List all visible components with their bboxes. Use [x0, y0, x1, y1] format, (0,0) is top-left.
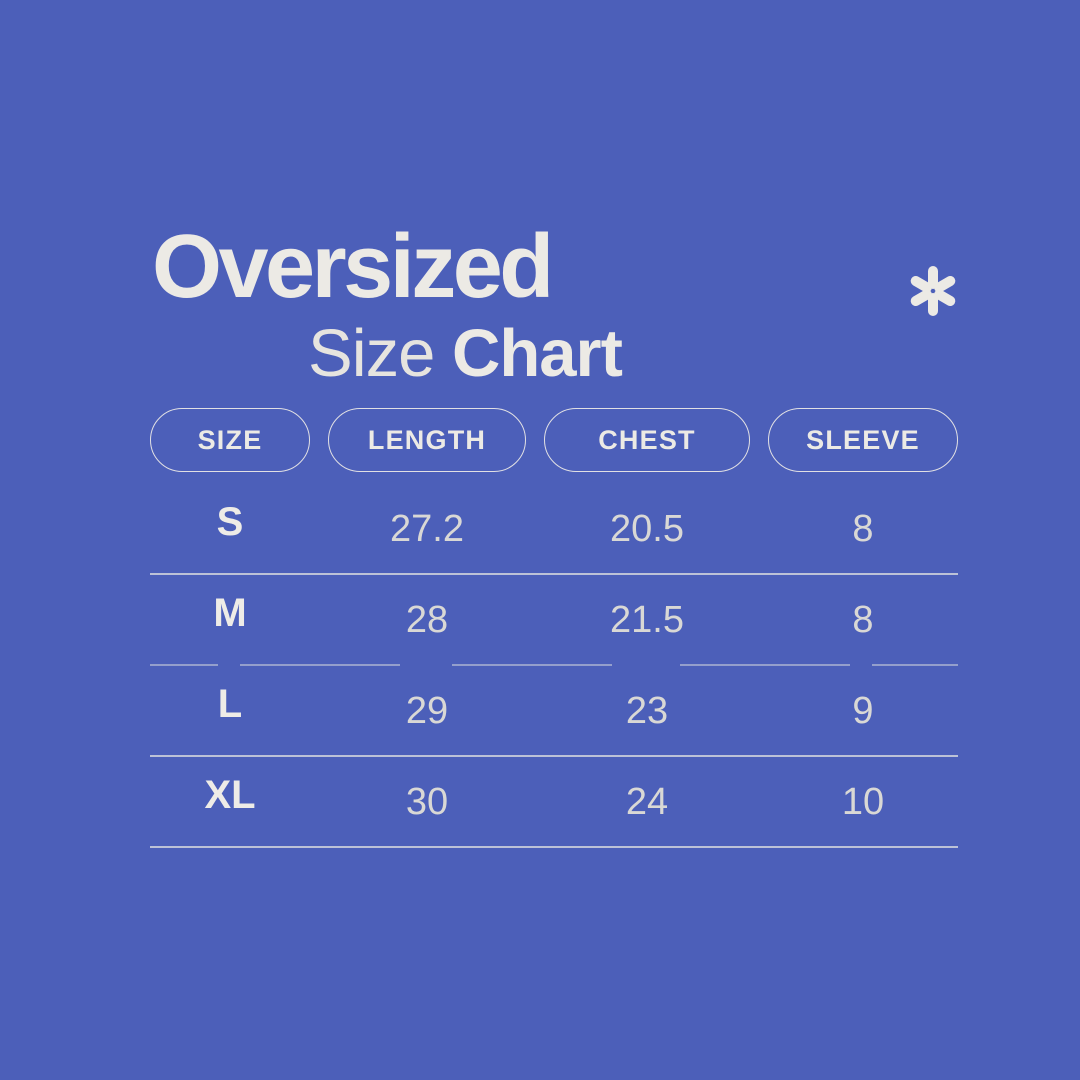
column-header-sleeve: SLEEVE: [768, 408, 958, 472]
table-row-s: S 27.2 20.5 8: [150, 484, 958, 575]
page-title-line2-regular: Size: [308, 316, 435, 391]
row-label: S: [216, 500, 244, 544]
page-title-line2-bold: Chart: [451, 316, 623, 391]
chest-value: 23: [625, 690, 669, 732]
row-label: L: [217, 682, 243, 726]
row-label: XL: [204, 773, 256, 817]
length-value: 30: [405, 781, 449, 823]
column-header-length: LENGTH: [328, 408, 526, 472]
length-value: 28: [405, 599, 449, 641]
table-row-xl: XL 30 24 10: [150, 757, 958, 848]
asterisk-icon: [910, 266, 956, 316]
column-header-chest: CHEST: [544, 408, 750, 472]
sleeve-value: 8: [852, 599, 874, 641]
chest-value: 20.5: [610, 508, 684, 550]
column-header-size: SIZE: [150, 408, 310, 472]
length-value: 27.2: [390, 508, 464, 550]
sleeve-value: 10: [841, 781, 885, 823]
table-row-m: M 28 21.5 8: [150, 575, 958, 666]
table-body: S 27.2 20.5 8 M 28 21.5 8 L 29 23 9 XL 3…: [150, 484, 958, 848]
row-label: M: [213, 591, 247, 635]
page-title-line2: Size Chart: [308, 320, 623, 387]
length-value: 29: [405, 690, 449, 732]
sleeve-value: 9: [852, 690, 874, 732]
sleeve-value: 8: [852, 508, 874, 550]
table-row-l: L 29 23 9: [150, 666, 958, 757]
chest-value: 24: [625, 781, 669, 823]
table-header-row: SIZE LENGTH CHEST SLEEVE: [150, 408, 958, 472]
page-title-line1: Oversized: [152, 217, 554, 317]
size-table: SIZE LENGTH CHEST SLEEVE S 27.2 20.5 8 M…: [150, 408, 958, 848]
chest-value: 21.5: [610, 599, 684, 641]
